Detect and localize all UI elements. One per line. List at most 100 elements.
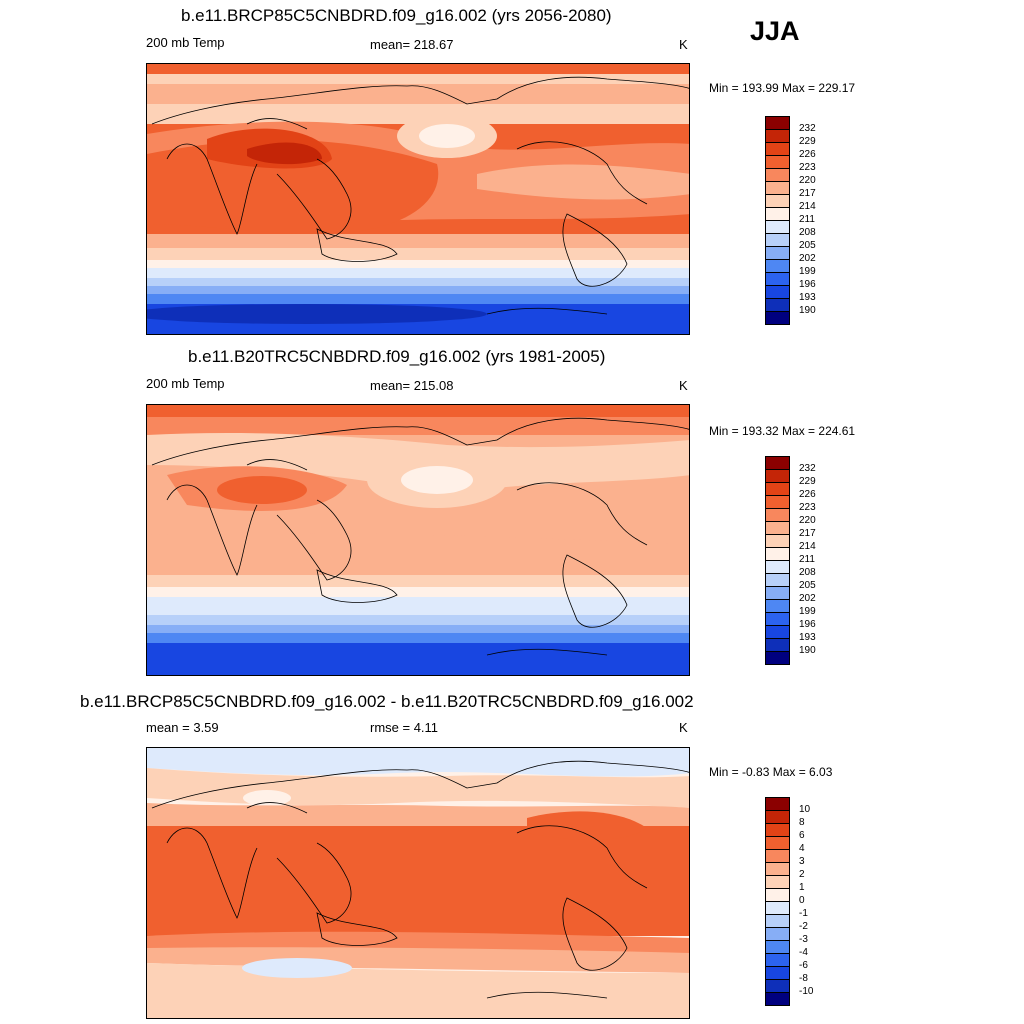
colorbar-swatch <box>765 810 790 824</box>
units-label-difference: K <box>679 720 688 735</box>
colorbar-tick: 229 <box>799 136 816 147</box>
colorbar-tick: 232 <box>799 463 816 474</box>
colorbar-swatch <box>765 560 790 574</box>
colorbar-tick: 202 <box>799 253 816 264</box>
colorbar-swatch <box>765 547 790 561</box>
colorbar-swatch <box>765 311 790 325</box>
colorbar-swatch <box>765 534 790 548</box>
colorbar-tick: 193 <box>799 632 816 643</box>
colorbar-tick: 232 <box>799 123 816 134</box>
colorbar-tick: 223 <box>799 502 816 513</box>
colorbar-swatch <box>765 849 790 863</box>
left-label-future: 200 mb Temp <box>146 35 225 50</box>
colorbar-tick: 193 <box>799 292 816 303</box>
colorbar-swatch <box>765 901 790 915</box>
colorbar-tick: 202 <box>799 593 816 604</box>
colorbar-swatch <box>765 129 790 143</box>
colorbar-tick: -2 <box>799 921 808 932</box>
colorbar-swatch <box>765 168 790 182</box>
colorbar-swatch <box>765 573 790 587</box>
colorbar-tick: 220 <box>799 515 816 526</box>
colorbar-swatch <box>765 495 790 509</box>
colorbar-swatch <box>765 142 790 156</box>
colorbar-tick: -6 <box>799 960 808 971</box>
colorbar-tick: 10 <box>799 804 811 815</box>
colorbar-tick: -8 <box>799 973 808 984</box>
colorbar-swatch <box>765 207 790 221</box>
contour-plot-historical <box>147 405 689 675</box>
colorbar-tick: 226 <box>799 149 816 160</box>
colorbar-swatch <box>765 651 790 665</box>
colorbar-tick: 211 <box>799 214 815 225</box>
colorbar-tick: 3 <box>799 856 805 867</box>
colorbar-swatch <box>765 259 790 273</box>
colorbar-swatch <box>765 966 790 980</box>
colorbar-historical: 232 229 226 223 220 217 214 211 208 205 … <box>765 456 816 668</box>
colorbar-tick: 208 <box>799 227 816 238</box>
colorbar-swatch <box>765 456 790 470</box>
colorbar-swatch <box>765 612 790 626</box>
colorbar-tick: 214 <box>799 201 816 212</box>
panel-title-difference: b.e11.BRCP85C5CNBDRD.f09_g16.002 - b.e11… <box>80 692 694 711</box>
contour-plot-future <box>147 64 689 334</box>
colorbar-tick: 205 <box>799 240 816 251</box>
colorbar-future: 232 229 226 223 220 217 214 211 208 205 … <box>765 116 816 328</box>
colorbar-tick: 205 <box>799 580 816 591</box>
colorbar-tick: 190 <box>799 305 816 316</box>
colorbar-tick: 214 <box>799 541 816 552</box>
colorbar-swatch <box>765 586 790 600</box>
colorbar-tick: 199 <box>799 606 816 617</box>
panel-title-future: b.e11.BRCP85C5CNBDRD.f09_g16.002 (yrs 20… <box>181 6 612 25</box>
units-label-future: K <box>679 37 688 52</box>
colorbar-tick: 190 <box>799 645 816 656</box>
colorbar-swatch <box>765 194 790 208</box>
colorbar-swatch <box>765 625 790 639</box>
colorbar-swatch <box>765 272 790 286</box>
colorbar-tick: 4 <box>799 843 805 854</box>
left-label-historical: 200 mb Temp <box>146 376 225 391</box>
minmax-difference: Min = -0.83 Max = 6.03 <box>709 765 833 779</box>
colorbar-swatch <box>765 927 790 941</box>
colorbar-tick: 223 <box>799 162 816 173</box>
colorbar-tick: 217 <box>799 188 816 199</box>
colorbar-swatch <box>765 521 790 535</box>
panel-title-historical: b.e11.B20TRC5CNBDRD.f09_g16.002 (yrs 198… <box>188 347 606 366</box>
colorbar-tick: -10 <box>799 986 814 997</box>
map-difference <box>146 747 690 1019</box>
colorbar-swatch <box>765 220 790 234</box>
colorbar-tick: 226 <box>799 489 816 500</box>
colorbar-swatch <box>765 914 790 928</box>
colorbar-tick: -4 <box>799 947 808 958</box>
colorbar-tick: 196 <box>799 279 816 290</box>
colorbar-difference: 10 8 6 4 3 2 1 0 -1 -2 -3 -4 -6 -8 -10 <box>765 797 813 1009</box>
colorbar-swatch <box>765 940 790 954</box>
map-historical <box>146 404 690 676</box>
units-label-historical: K <box>679 378 688 393</box>
colorbar-tick: 211 <box>799 554 815 565</box>
colorbar-swatch <box>765 482 790 496</box>
mean-label-difference: mean = 3.59 <box>146 720 219 735</box>
colorbar-swatch <box>765 155 790 169</box>
colorbar-tick: 196 <box>799 619 816 630</box>
minmax-future: Min = 193.99 Max = 229.17 <box>709 81 856 95</box>
colorbar-swatch <box>765 953 790 967</box>
colorbar-tick: -1 <box>799 908 808 919</box>
colorbar-swatch <box>765 246 790 260</box>
mean-label-historical: mean= 215.08 <box>370 378 454 393</box>
rmse-label-difference: rmse = 4.11 <box>370 720 439 735</box>
colorbar-tick: 199 <box>799 266 816 277</box>
colorbar-swatch <box>765 181 790 195</box>
colorbar-swatch <box>765 638 790 652</box>
colorbar-swatch <box>765 797 790 811</box>
colorbar-tick: 1 <box>799 882 805 893</box>
colorbar-tick: -3 <box>799 934 808 945</box>
colorbar-swatch <box>765 116 790 130</box>
colorbar-tick: 8 <box>799 817 805 828</box>
colorbar-swatch <box>765 836 790 850</box>
colorbar-swatch <box>765 888 790 902</box>
colorbar-tick: 0 <box>799 895 805 906</box>
map-future <box>146 63 690 335</box>
colorbar-swatch <box>765 979 790 993</box>
colorbar-swatch <box>765 298 790 312</box>
season-label: JJA <box>750 16 800 46</box>
